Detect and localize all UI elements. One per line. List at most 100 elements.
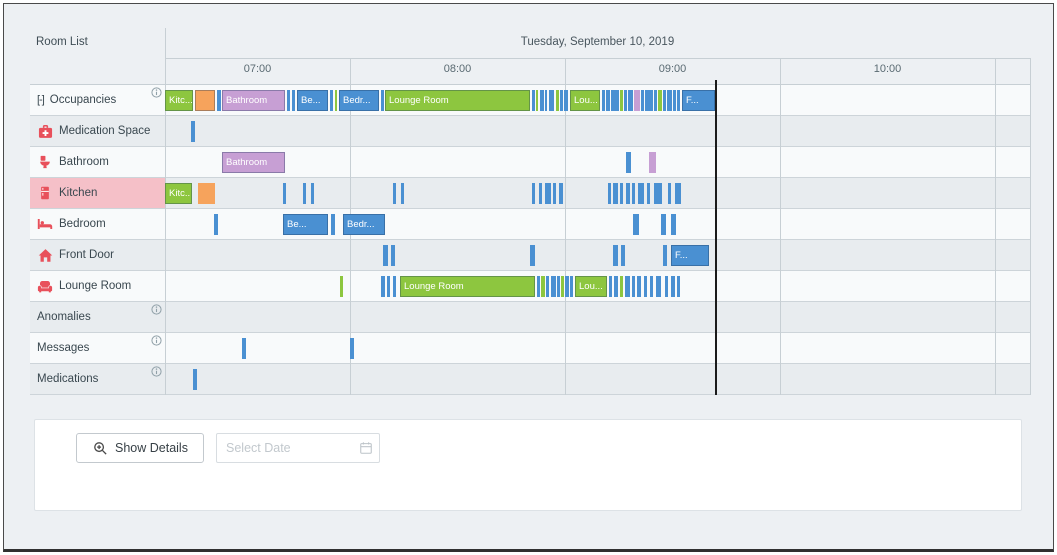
- info-icon[interactable]: [151, 304, 162, 315]
- timeline-segment[interactable]: [632, 183, 635, 204]
- timeline-segment[interactable]: Bedr...: [343, 214, 385, 235]
- timeline-segment[interactable]: [609, 276, 612, 297]
- timeline-segment[interactable]: [401, 183, 404, 204]
- timeline-segment[interactable]: [677, 90, 680, 111]
- timeline-segment[interactable]: Bedr...: [339, 90, 379, 111]
- timeline-segment[interactable]: [217, 90, 221, 111]
- timeline-segment[interactable]: [625, 276, 630, 297]
- timeline-segment[interactable]: [195, 90, 215, 111]
- timeline-segment[interactable]: [561, 276, 564, 297]
- room-list-item-anomalies[interactable]: Anomalies: [30, 302, 165, 332]
- room-list-item-medication-space[interactable]: Medication Space: [30, 116, 165, 146]
- timeline-segment[interactable]: [311, 183, 314, 204]
- timeline-segment[interactable]: [621, 245, 625, 266]
- timeline-segment[interactable]: [557, 276, 560, 297]
- timeline-segment[interactable]: [532, 183, 535, 204]
- timeline-segment[interactable]: [606, 90, 610, 111]
- timeline-segment[interactable]: [644, 276, 647, 297]
- timeline-segment[interactable]: [613, 183, 618, 204]
- calendar-icon[interactable]: [359, 441, 373, 455]
- timeline-segment[interactable]: [545, 90, 547, 111]
- timeline-segment[interactable]: [540, 90, 544, 111]
- timeline-segment[interactable]: [303, 183, 306, 204]
- timeline-segment[interactable]: [532, 90, 535, 111]
- timeline-segment[interactable]: [549, 90, 554, 111]
- timeline-segment[interactable]: [668, 183, 671, 204]
- timeline-segment[interactable]: [391, 245, 395, 266]
- timeline-segment[interactable]: F...: [671, 245, 709, 266]
- collapse-toggle[interactable]: [-]: [37, 94, 45, 106]
- timeline-segment[interactable]: [628, 90, 633, 111]
- timeline-segment[interactable]: [191, 121, 195, 142]
- timeline-segment[interactable]: [560, 90, 563, 111]
- show-details-button[interactable]: Show Details: [76, 433, 204, 463]
- timeline-segment[interactable]: [287, 90, 290, 111]
- room-list-item-bathroom[interactable]: Bathroom: [30, 147, 165, 177]
- timeline-segment[interactable]: [387, 276, 390, 297]
- timeline-segment[interactable]: [602, 90, 605, 111]
- timeline-segment[interactable]: [650, 276, 653, 297]
- timeline-segment[interactable]: [633, 214, 639, 235]
- timeline-segment[interactable]: [665, 276, 668, 297]
- timeline-segment[interactable]: Lou...: [575, 276, 607, 297]
- timeline-segment[interactable]: [242, 338, 246, 359]
- room-list-item-bedroom[interactable]: Bedroom: [30, 209, 165, 239]
- room-list-item-occupancies[interactable]: [-] Occupancies: [30, 85, 165, 115]
- timeline-segment[interactable]: Kitc...: [165, 183, 192, 204]
- timeline-segment[interactable]: [658, 90, 662, 111]
- timeline-segment[interactable]: [641, 90, 644, 111]
- timeline-segment[interactable]: [564, 90, 568, 111]
- timeline-segment[interactable]: [673, 90, 676, 111]
- timeline-segment[interactable]: F...: [682, 90, 715, 111]
- timeline-segment[interactable]: [624, 90, 627, 111]
- info-icon[interactable]: [151, 335, 162, 346]
- timeline-segment[interactable]: [632, 276, 635, 297]
- timeline-segment[interactable]: [626, 152, 631, 173]
- timeline-segment[interactable]: [626, 183, 630, 204]
- timeline-segment[interactable]: [335, 90, 337, 111]
- timeline-segment[interactable]: [381, 90, 384, 111]
- timeline-segment[interactable]: [661, 214, 666, 235]
- timeline-segment[interactable]: [570, 276, 573, 297]
- timeline-segment[interactable]: [381, 276, 385, 297]
- timeline-segment[interactable]: [536, 90, 538, 111]
- timeline-segment[interactable]: [614, 276, 618, 297]
- timeline-segment[interactable]: [541, 276, 545, 297]
- timeline-segment[interactable]: [671, 276, 675, 297]
- timeline-segment[interactable]: [331, 214, 335, 235]
- timeline-segment[interactable]: [675, 183, 681, 204]
- timeline-segment[interactable]: [292, 90, 295, 111]
- timeline-segment[interactable]: [545, 183, 551, 204]
- room-list-item-lounge-room[interactable]: Lounge Room: [30, 271, 165, 301]
- timeline-segment[interactable]: [393, 276, 396, 297]
- timeline-segment[interactable]: [634, 90, 640, 111]
- timeline-segment[interactable]: [330, 90, 333, 111]
- timeline-segment[interactable]: [663, 245, 667, 266]
- timeline-segment[interactable]: [613, 245, 618, 266]
- timeline-segment[interactable]: Be...: [283, 214, 328, 235]
- timeline-segment[interactable]: [638, 183, 644, 204]
- timeline-segment[interactable]: Bathroom: [222, 90, 285, 111]
- timeline-segment[interactable]: [537, 276, 540, 297]
- timeline-segment[interactable]: [283, 183, 286, 204]
- timeline-segment[interactable]: [667, 90, 672, 111]
- timeline-segment[interactable]: [556, 90, 559, 111]
- timeline-segment[interactable]: [340, 276, 343, 297]
- select-date-input[interactable]: [216, 433, 380, 463]
- timeline-segment[interactable]: [647, 183, 650, 204]
- timeline-segment[interactable]: [559, 183, 563, 204]
- timeline-segment[interactable]: [565, 276, 569, 297]
- timeline-segment[interactable]: [530, 245, 535, 266]
- timeline-segment[interactable]: [393, 183, 396, 204]
- timeline-segment[interactable]: [663, 90, 666, 111]
- timeline-segment[interactable]: [539, 183, 542, 204]
- timeline-segment[interactable]: Lounge Room: [385, 90, 530, 111]
- timeline-segment[interactable]: [551, 276, 556, 297]
- timeline-segment[interactable]: [645, 90, 653, 111]
- timeline-segment[interactable]: [677, 276, 680, 297]
- info-icon[interactable]: [151, 366, 162, 377]
- timeline-segment[interactable]: [193, 369, 197, 390]
- timeline-segment[interactable]: [383, 245, 388, 266]
- timeline-segment[interactable]: [656, 276, 661, 297]
- timeline-segment[interactable]: Bathroom: [222, 152, 285, 173]
